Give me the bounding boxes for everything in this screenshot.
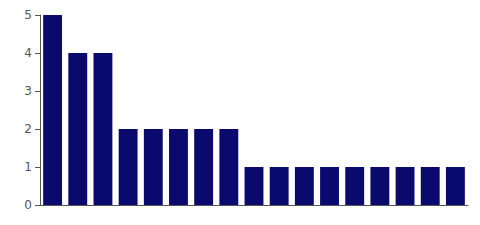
svg-text:2: 2 [24,122,32,136]
svg-text:3: 3 [24,84,32,98]
svg-text:1: 1 [24,160,32,174]
svg-text:5: 5 [24,8,32,22]
svg-text:0: 0 [24,198,32,212]
svg-text:4: 4 [24,46,32,60]
